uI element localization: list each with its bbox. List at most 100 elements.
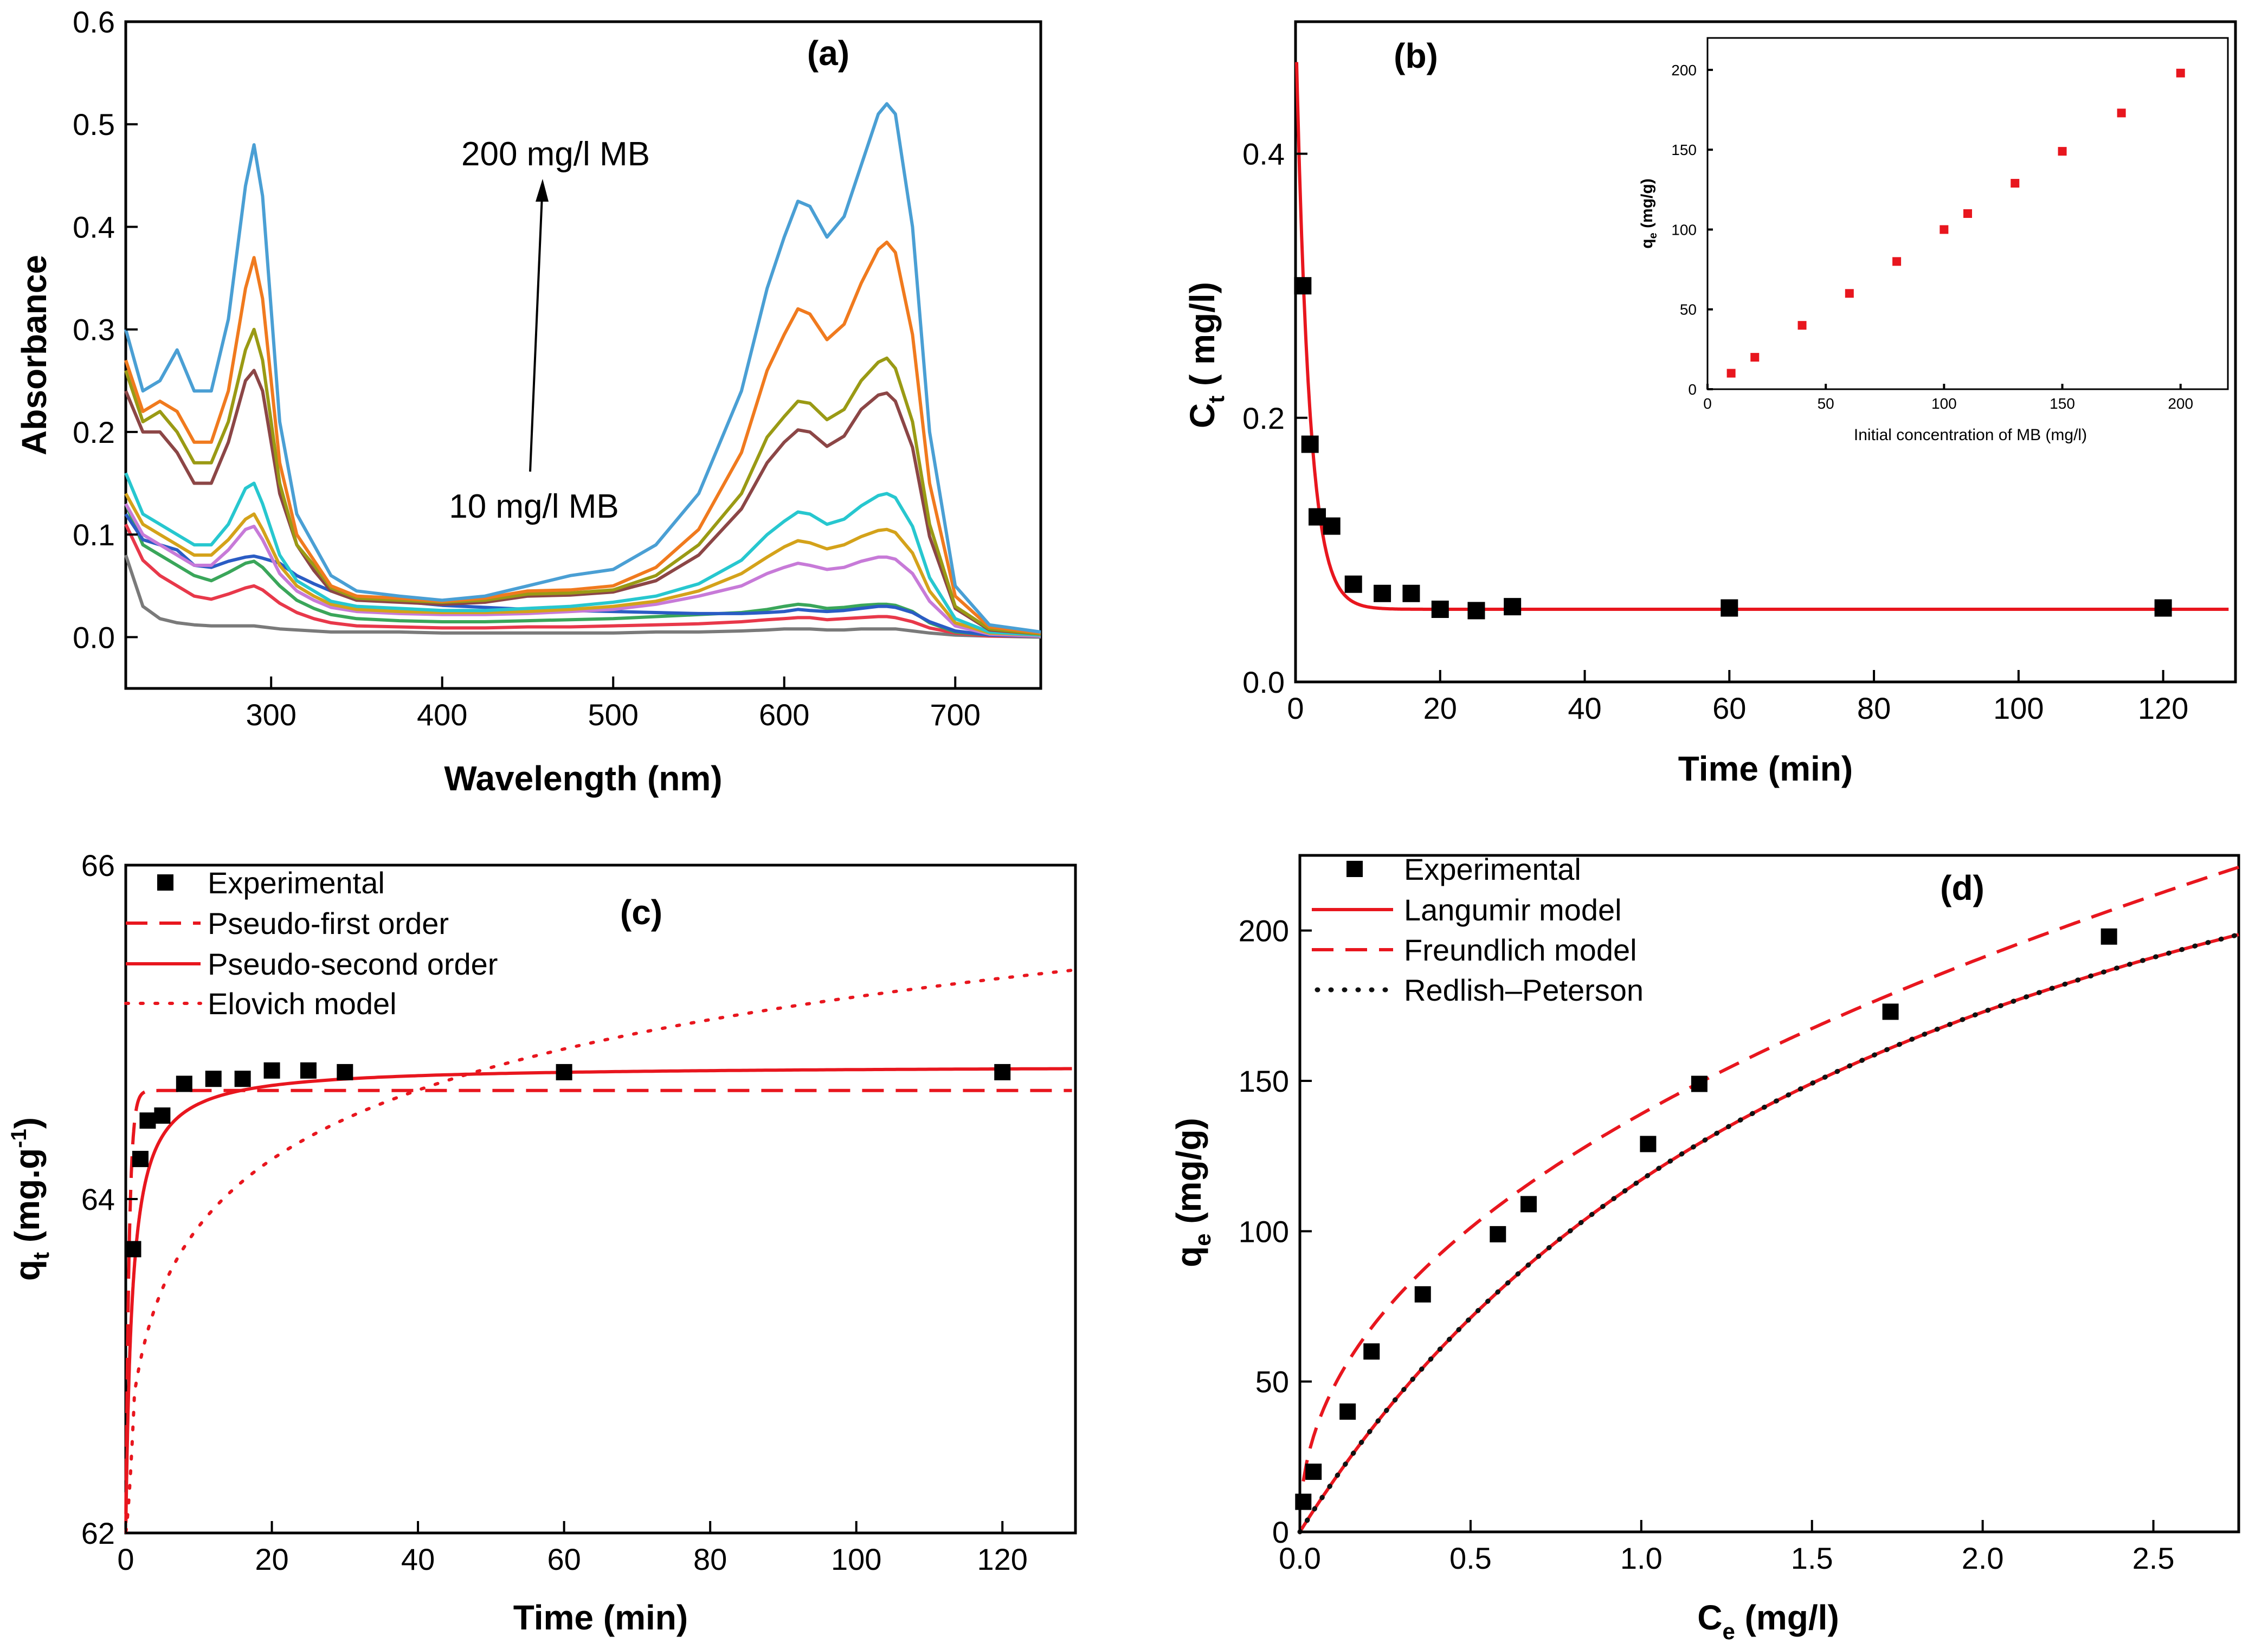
panel-c-data-point [234, 1071, 251, 1087]
panel-b-data-point [2154, 599, 2172, 617]
redlich-peterson-curve [1297, 932, 2241, 1535]
concentration-arrow-head [536, 179, 549, 202]
panel-b-data-point [1467, 602, 1485, 620]
panel-c-data-point [337, 1064, 353, 1080]
panel-b-data-point [1294, 277, 1312, 295]
panel-d-xticks: 0.0 0.5 1.0 1.5 2.0 2.5 [1279, 1520, 2174, 1575]
panel-b-x-tick-label: 100 [1993, 691, 2044, 725]
panel-c-data-point [263, 1062, 280, 1079]
panel-a-y-tick-label: 0.1 [73, 518, 115, 552]
panel-c-ylabel-end: ) [8, 1117, 47, 1129]
panel-a-x-tick-label: 400 [417, 698, 467, 732]
panel-d-xlabel: Ce (mg/l) [1697, 1598, 1839, 1643]
inset-ylabel-main: q [1638, 239, 1656, 248]
panel-b-fit-curve [1295, 62, 2229, 611]
panel-a-x-tick-label: 500 [588, 698, 638, 732]
inset-y-tick-label: 150 [1671, 141, 1697, 158]
panel-d-y-tick-label: 0 [1272, 1515, 1289, 1549]
panel-d-ylabel-sub: e [1190, 1233, 1215, 1246]
panel-a-y-tick-label: 0.2 [73, 415, 115, 449]
panel-c-legend: Experimental Pseudo-first order Pseudo-s… [124, 866, 498, 1021]
inset-data-point [1892, 257, 1902, 266]
panel-d-xlabel-rest: (mg/l) [1735, 1598, 1839, 1637]
inset-y-tick-label: 0 [1688, 381, 1697, 398]
panel-b-data-point [1301, 435, 1319, 453]
panel-d-y-tick-label: 150 [1239, 1064, 1289, 1098]
panel-d-x-tick-label: 0.5 [1449, 1541, 1492, 1575]
inset-ylabel-rest: (mg/g) [1638, 178, 1656, 233]
panel-a-frame [124, 20, 1042, 690]
panel-b-data-point [1374, 584, 1391, 602]
panel-c-x-tick-label: 120 [977, 1542, 1028, 1576]
inset-y-tick-label: 50 [1680, 301, 1697, 318]
annotation-10mgl: 10 mg/l MB [449, 488, 619, 525]
panel-d-x-tick-label: 1.0 [1620, 1541, 1663, 1575]
panel-a-x-tick-label: 700 [930, 698, 981, 732]
inset-data-point [2011, 179, 2020, 188]
langmuir-curve [1298, 933, 2239, 1533]
panel-d-data-point [1414, 1286, 1431, 1303]
spectrum-175-mg-l [124, 240, 1041, 635]
panel-d-data-point [1295, 1493, 1312, 1510]
panel-d-xlabel-sub: e [1722, 1619, 1735, 1643]
spectrum-20-mg-l [124, 523, 1041, 638]
legend-d-experimental-label: Experimental [1404, 852, 1581, 886]
panel-b-ylabel: Ct ( mg/l) [1183, 282, 1229, 428]
inset-data-point [2117, 108, 2126, 118]
panel-b-x-tick-label: 40 [1568, 691, 1601, 725]
panel-c-xticks: 0 20 40 60 80 100 120 [117, 1521, 1028, 1576]
panel-c-data-point [300, 1062, 317, 1079]
panel-b-y-tick-label: 0.4 [1242, 137, 1285, 171]
panel-c-y-tick-label: 62 [81, 1516, 115, 1550]
panel-b-data-point [1344, 575, 1362, 593]
panel-c-data-point [176, 1075, 192, 1092]
inset-data-point [1750, 353, 1760, 362]
panel-d-y-tick-label: 50 [1255, 1365, 1289, 1399]
inset-y-tick-label: 100 [1671, 221, 1697, 238]
panel-d-y-tick-label: 200 [1239, 914, 1289, 948]
panel-d-data-point [2101, 928, 2117, 945]
panel-b-xlabel: Time (min) [1678, 749, 1853, 788]
panel-a-curves [124, 102, 1041, 639]
spectrum-80-mg-l [124, 502, 1041, 638]
panel-b: 0.0 0.2 0.4 0 20 40 60 80 100 120 (b) Time (min)… [1183, 20, 2237, 788]
inset-x-tick-label: 200 [2168, 395, 2193, 412]
panel-d-data-point [1363, 1343, 1380, 1360]
pseudo-first-order-curve [124, 1088, 1072, 1514]
panel-d-data-point [1339, 1403, 1356, 1420]
legend-pfo-label: Pseudo-first order [208, 906, 449, 940]
panel-d-y-tick-label: 100 [1239, 1214, 1289, 1248]
panel-a-xticks: 300 400 500 600 700 [246, 676, 981, 732]
panel-a-y-tick-label: 0.5 [73, 107, 115, 141]
panel-d-x-tick-label: 2.5 [2132, 1541, 2175, 1575]
panel-d-data-point [1490, 1226, 1506, 1242]
inset-x-tick-label: 150 [2050, 395, 2075, 412]
panel-b-x-tick-label: 80 [1857, 691, 1891, 725]
panel-b-y-tick-label: 0.2 [1242, 401, 1285, 435]
spectrum-130-mg-l [124, 369, 1041, 636]
panel-a-x-tick-label: 600 [759, 698, 809, 732]
panel-d: 0 50 100 150 200 0.0 0.5 1.0 1.5 2.0 2.5 Experime… [1169, 852, 2241, 1643]
panel-a: 0.0 0.1 0.2 0.3 0.4 0.5 0.6 300 400 500 600 700 (a… [15, 5, 1042, 798]
panel-d-data-point [1520, 1196, 1537, 1213]
panel-a-y-tick-label: 0.3 [73, 313, 115, 347]
legend-experimental-marker [157, 874, 173, 891]
panel-c-x-tick-label: 20 [255, 1542, 288, 1576]
panel-d-label: (d) [1940, 868, 1984, 907]
inset-xlabel: Initial concentration of MB (mg/l) [1854, 426, 2087, 444]
inset-data-point [2058, 147, 2067, 156]
panel-d-xlabel-main: C [1697, 1598, 1722, 1637]
panel-b-label: (b) [1394, 36, 1438, 75]
elovich-curve [124, 968, 1074, 1534]
panel-b-points [1294, 277, 2172, 620]
inset-xticks: 0 50 100 150 200 [1703, 384, 2193, 412]
annotation-200mgl: 200 mg/l MB [461, 136, 650, 173]
panel-c-ylabel-rest: (mg.g [8, 1148, 47, 1252]
panel-b-ylabel-main: C [1183, 403, 1222, 428]
panel-d-yticks: 0 50 100 150 200 [1239, 914, 1312, 1549]
legend-rp-label: Redlish–Peterson [1404, 973, 1644, 1007]
panel-b-x-tick-label: 20 [1423, 691, 1457, 725]
legend-langmuir-label: Langumir model [1404, 893, 1622, 927]
spectrum-40-mg-l [124, 503, 1041, 638]
panel-b-data-point [1431, 601, 1449, 618]
